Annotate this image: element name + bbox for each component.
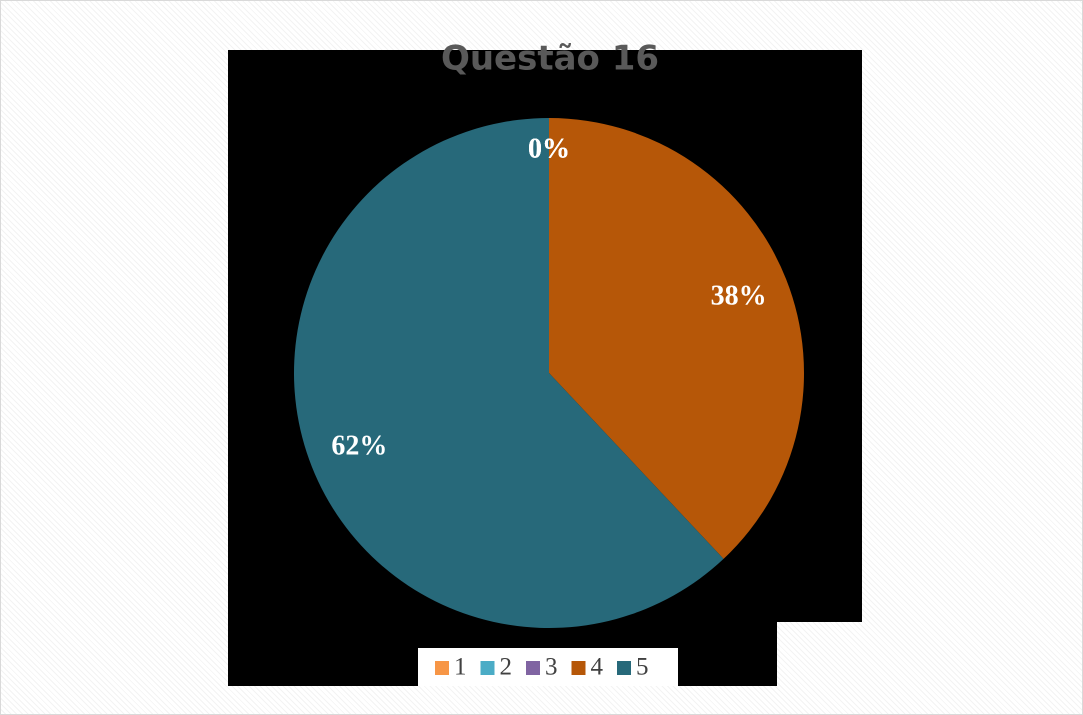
legend-label: 1 (454, 654, 467, 681)
data-labels: 0%0%0%38%62% (331, 134, 766, 462)
legend-swatch (435, 661, 449, 675)
legend-label: 4 (591, 654, 604, 681)
chart-title: Questão 16 (441, 39, 659, 79)
pie-slice (549, 118, 805, 559)
data-label: 0% (528, 134, 570, 165)
legend-label: 3 (545, 654, 558, 681)
legend-box (418, 648, 678, 686)
data-label: 38% (711, 280, 767, 311)
pie (294, 118, 805, 628)
pie-slice (294, 118, 724, 628)
data-label: 62% (331, 431, 387, 462)
legend-swatch (617, 661, 631, 675)
legend-swatch (480, 661, 495, 675)
data-label: 0% (528, 134, 570, 165)
legend-swatch (526, 661, 540, 675)
legend: 1 2 3 4 5 (435, 654, 649, 681)
legend-swatch (571, 661, 586, 675)
legend-label: 5 (636, 654, 649, 681)
legend-label: 2 (500, 654, 513, 681)
data-label: 0% (528, 134, 570, 165)
